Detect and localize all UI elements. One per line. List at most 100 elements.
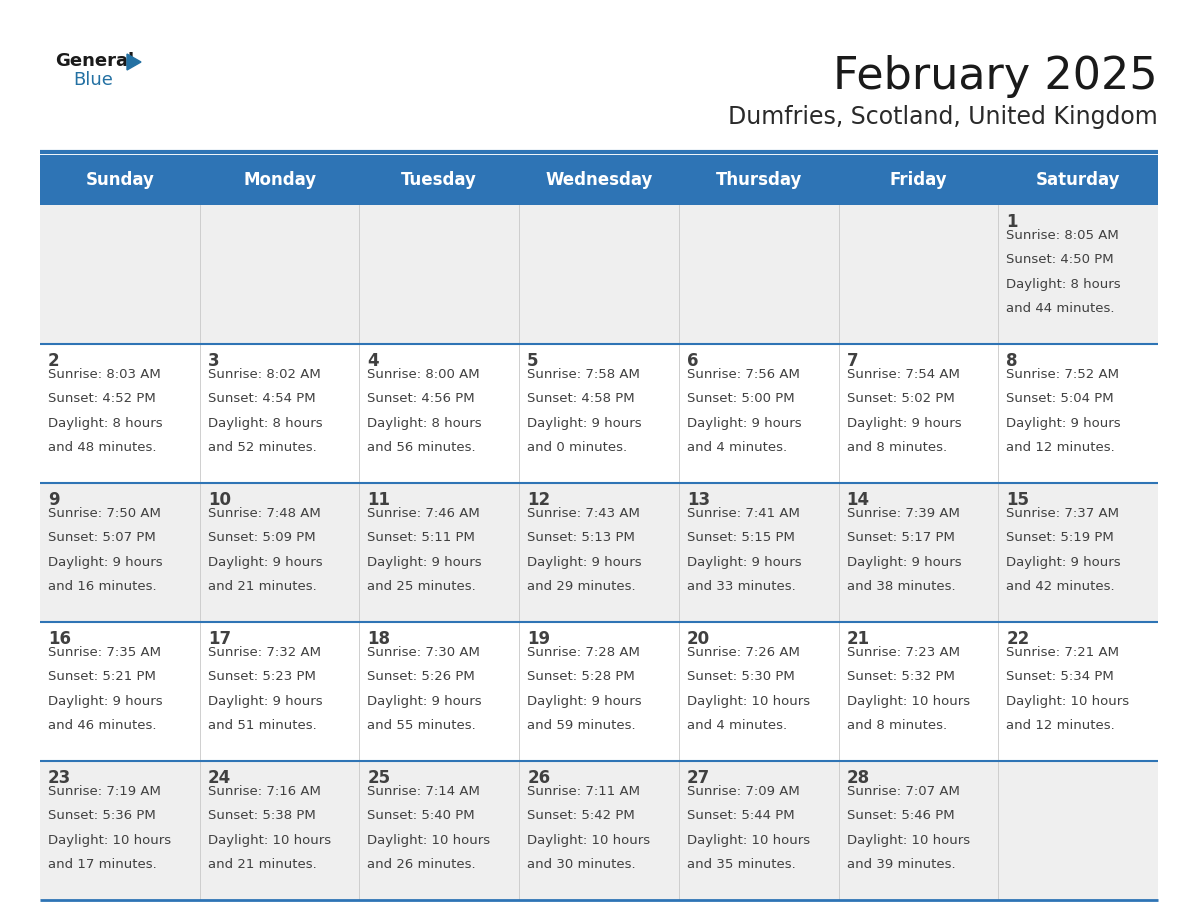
Text: 23: 23 <box>48 769 71 787</box>
Text: 14: 14 <box>847 491 870 509</box>
Text: and 44 minutes.: and 44 minutes. <box>1006 302 1114 315</box>
FancyBboxPatch shape <box>40 622 1158 761</box>
Text: Sunset: 4:50 PM: Sunset: 4:50 PM <box>1006 253 1114 266</box>
Text: and 8 minutes.: and 8 minutes. <box>847 719 947 732</box>
Text: Sunrise: 7:54 AM: Sunrise: 7:54 AM <box>847 368 960 381</box>
Text: and 16 minutes.: and 16 minutes. <box>48 580 157 593</box>
Text: Sunset: 5:38 PM: Sunset: 5:38 PM <box>208 810 316 823</box>
Text: Daylight: 9 hours: Daylight: 9 hours <box>1006 417 1121 430</box>
Text: Daylight: 8 hours: Daylight: 8 hours <box>1006 277 1121 291</box>
Text: Sunset: 5:34 PM: Sunset: 5:34 PM <box>1006 670 1114 683</box>
Text: Daylight: 10 hours: Daylight: 10 hours <box>847 695 969 708</box>
Text: 5: 5 <box>527 352 538 370</box>
Text: Sunday: Sunday <box>86 171 154 189</box>
Text: Sunset: 5:13 PM: Sunset: 5:13 PM <box>527 532 636 544</box>
Text: Sunrise: 8:05 AM: Sunrise: 8:05 AM <box>1006 229 1119 242</box>
Text: and 46 minutes.: and 46 minutes. <box>48 719 157 732</box>
Polygon shape <box>127 54 141 70</box>
Text: 17: 17 <box>208 630 230 648</box>
Text: Sunset: 5:04 PM: Sunset: 5:04 PM <box>1006 392 1114 406</box>
Text: 20: 20 <box>687 630 710 648</box>
Text: 18: 18 <box>367 630 391 648</box>
Text: and 25 minutes.: and 25 minutes. <box>367 580 476 593</box>
FancyBboxPatch shape <box>40 344 1158 483</box>
Text: Sunrise: 7:26 AM: Sunrise: 7:26 AM <box>687 646 800 659</box>
Text: Friday: Friday <box>890 171 947 189</box>
Text: Sunrise: 7:52 AM: Sunrise: 7:52 AM <box>1006 368 1119 381</box>
Text: 16: 16 <box>48 630 71 648</box>
Text: and 48 minutes.: and 48 minutes. <box>48 441 157 454</box>
Text: Daylight: 9 hours: Daylight: 9 hours <box>208 695 322 708</box>
Text: Monday: Monday <box>244 171 316 189</box>
Text: Sunrise: 7:35 AM: Sunrise: 7:35 AM <box>48 646 162 659</box>
Text: Sunrise: 7:07 AM: Sunrise: 7:07 AM <box>847 785 960 798</box>
Text: 26: 26 <box>527 769 550 787</box>
Text: and 8 minutes.: and 8 minutes. <box>847 441 947 454</box>
Text: Sunrise: 7:28 AM: Sunrise: 7:28 AM <box>527 646 640 659</box>
Text: Sunrise: 7:48 AM: Sunrise: 7:48 AM <box>208 507 321 520</box>
Text: Sunset: 5:26 PM: Sunset: 5:26 PM <box>367 670 475 683</box>
Text: Daylight: 8 hours: Daylight: 8 hours <box>367 417 482 430</box>
Text: Sunrise: 7:58 AM: Sunrise: 7:58 AM <box>527 368 640 381</box>
Text: and 56 minutes.: and 56 minutes. <box>367 441 476 454</box>
Text: 3: 3 <box>208 352 220 370</box>
Text: and 59 minutes.: and 59 minutes. <box>527 719 636 732</box>
Text: Sunrise: 7:37 AM: Sunrise: 7:37 AM <box>1006 507 1119 520</box>
Text: and 30 minutes.: and 30 minutes. <box>527 858 636 871</box>
Text: Sunset: 5:23 PM: Sunset: 5:23 PM <box>208 670 316 683</box>
Text: Sunset: 5:44 PM: Sunset: 5:44 PM <box>687 810 795 823</box>
Text: and 52 minutes.: and 52 minutes. <box>208 441 316 454</box>
Text: Sunset: 5:19 PM: Sunset: 5:19 PM <box>1006 532 1114 544</box>
FancyBboxPatch shape <box>40 761 1158 900</box>
Text: Sunset: 4:54 PM: Sunset: 4:54 PM <box>208 392 315 406</box>
Text: Daylight: 10 hours: Daylight: 10 hours <box>1006 695 1130 708</box>
Text: Daylight: 9 hours: Daylight: 9 hours <box>847 417 961 430</box>
Text: Sunset: 5:02 PM: Sunset: 5:02 PM <box>847 392 954 406</box>
Text: Sunset: 5:32 PM: Sunset: 5:32 PM <box>847 670 954 683</box>
Text: Daylight: 9 hours: Daylight: 9 hours <box>687 555 802 568</box>
Text: Daylight: 8 hours: Daylight: 8 hours <box>48 417 163 430</box>
Text: Dumfries, Scotland, United Kingdom: Dumfries, Scotland, United Kingdom <box>728 105 1158 129</box>
Text: Daylight: 10 hours: Daylight: 10 hours <box>48 834 171 846</box>
Text: and 51 minutes.: and 51 minutes. <box>208 719 316 732</box>
Text: 21: 21 <box>847 630 870 648</box>
Text: 8: 8 <box>1006 352 1018 370</box>
Text: Sunrise: 7:41 AM: Sunrise: 7:41 AM <box>687 507 800 520</box>
Text: Sunrise: 7:11 AM: Sunrise: 7:11 AM <box>527 785 640 798</box>
Text: General: General <box>55 52 134 70</box>
Text: Thursday: Thursday <box>715 171 802 189</box>
Text: Daylight: 9 hours: Daylight: 9 hours <box>527 417 642 430</box>
Text: Sunrise: 7:56 AM: Sunrise: 7:56 AM <box>687 368 800 381</box>
Text: 28: 28 <box>847 769 870 787</box>
Text: Daylight: 9 hours: Daylight: 9 hours <box>527 695 642 708</box>
Text: and 55 minutes.: and 55 minutes. <box>367 719 476 732</box>
Text: 13: 13 <box>687 491 710 509</box>
Text: Sunrise: 8:00 AM: Sunrise: 8:00 AM <box>367 368 480 381</box>
Text: and 39 minutes.: and 39 minutes. <box>847 858 955 871</box>
Text: and 38 minutes.: and 38 minutes. <box>847 580 955 593</box>
Text: Sunset: 5:28 PM: Sunset: 5:28 PM <box>527 670 634 683</box>
Text: 22: 22 <box>1006 630 1030 648</box>
Text: Sunrise: 7:46 AM: Sunrise: 7:46 AM <box>367 507 480 520</box>
Text: Sunset: 4:52 PM: Sunset: 4:52 PM <box>48 392 156 406</box>
Text: Daylight: 10 hours: Daylight: 10 hours <box>367 834 491 846</box>
Text: Daylight: 9 hours: Daylight: 9 hours <box>48 695 163 708</box>
Text: Sunset: 5:15 PM: Sunset: 5:15 PM <box>687 532 795 544</box>
Text: 27: 27 <box>687 769 710 787</box>
Text: Sunrise: 7:09 AM: Sunrise: 7:09 AM <box>687 785 800 798</box>
Text: Sunrise: 7:30 AM: Sunrise: 7:30 AM <box>367 646 480 659</box>
Text: Saturday: Saturday <box>1036 171 1120 189</box>
Text: Daylight: 10 hours: Daylight: 10 hours <box>208 834 330 846</box>
Text: Sunrise: 7:23 AM: Sunrise: 7:23 AM <box>847 646 960 659</box>
Text: Sunset: 5:36 PM: Sunset: 5:36 PM <box>48 810 156 823</box>
Text: Sunrise: 7:19 AM: Sunrise: 7:19 AM <box>48 785 160 798</box>
Text: Sunrise: 7:16 AM: Sunrise: 7:16 AM <box>208 785 321 798</box>
Text: Sunset: 4:58 PM: Sunset: 4:58 PM <box>527 392 634 406</box>
Text: and 12 minutes.: and 12 minutes. <box>1006 719 1116 732</box>
Text: Sunset: 5:09 PM: Sunset: 5:09 PM <box>208 532 315 544</box>
Text: Daylight: 9 hours: Daylight: 9 hours <box>687 417 802 430</box>
Text: Daylight: 10 hours: Daylight: 10 hours <box>847 834 969 846</box>
Text: Sunrise: 7:14 AM: Sunrise: 7:14 AM <box>367 785 480 798</box>
Text: 7: 7 <box>847 352 858 370</box>
Text: and 35 minutes.: and 35 minutes. <box>687 858 796 871</box>
